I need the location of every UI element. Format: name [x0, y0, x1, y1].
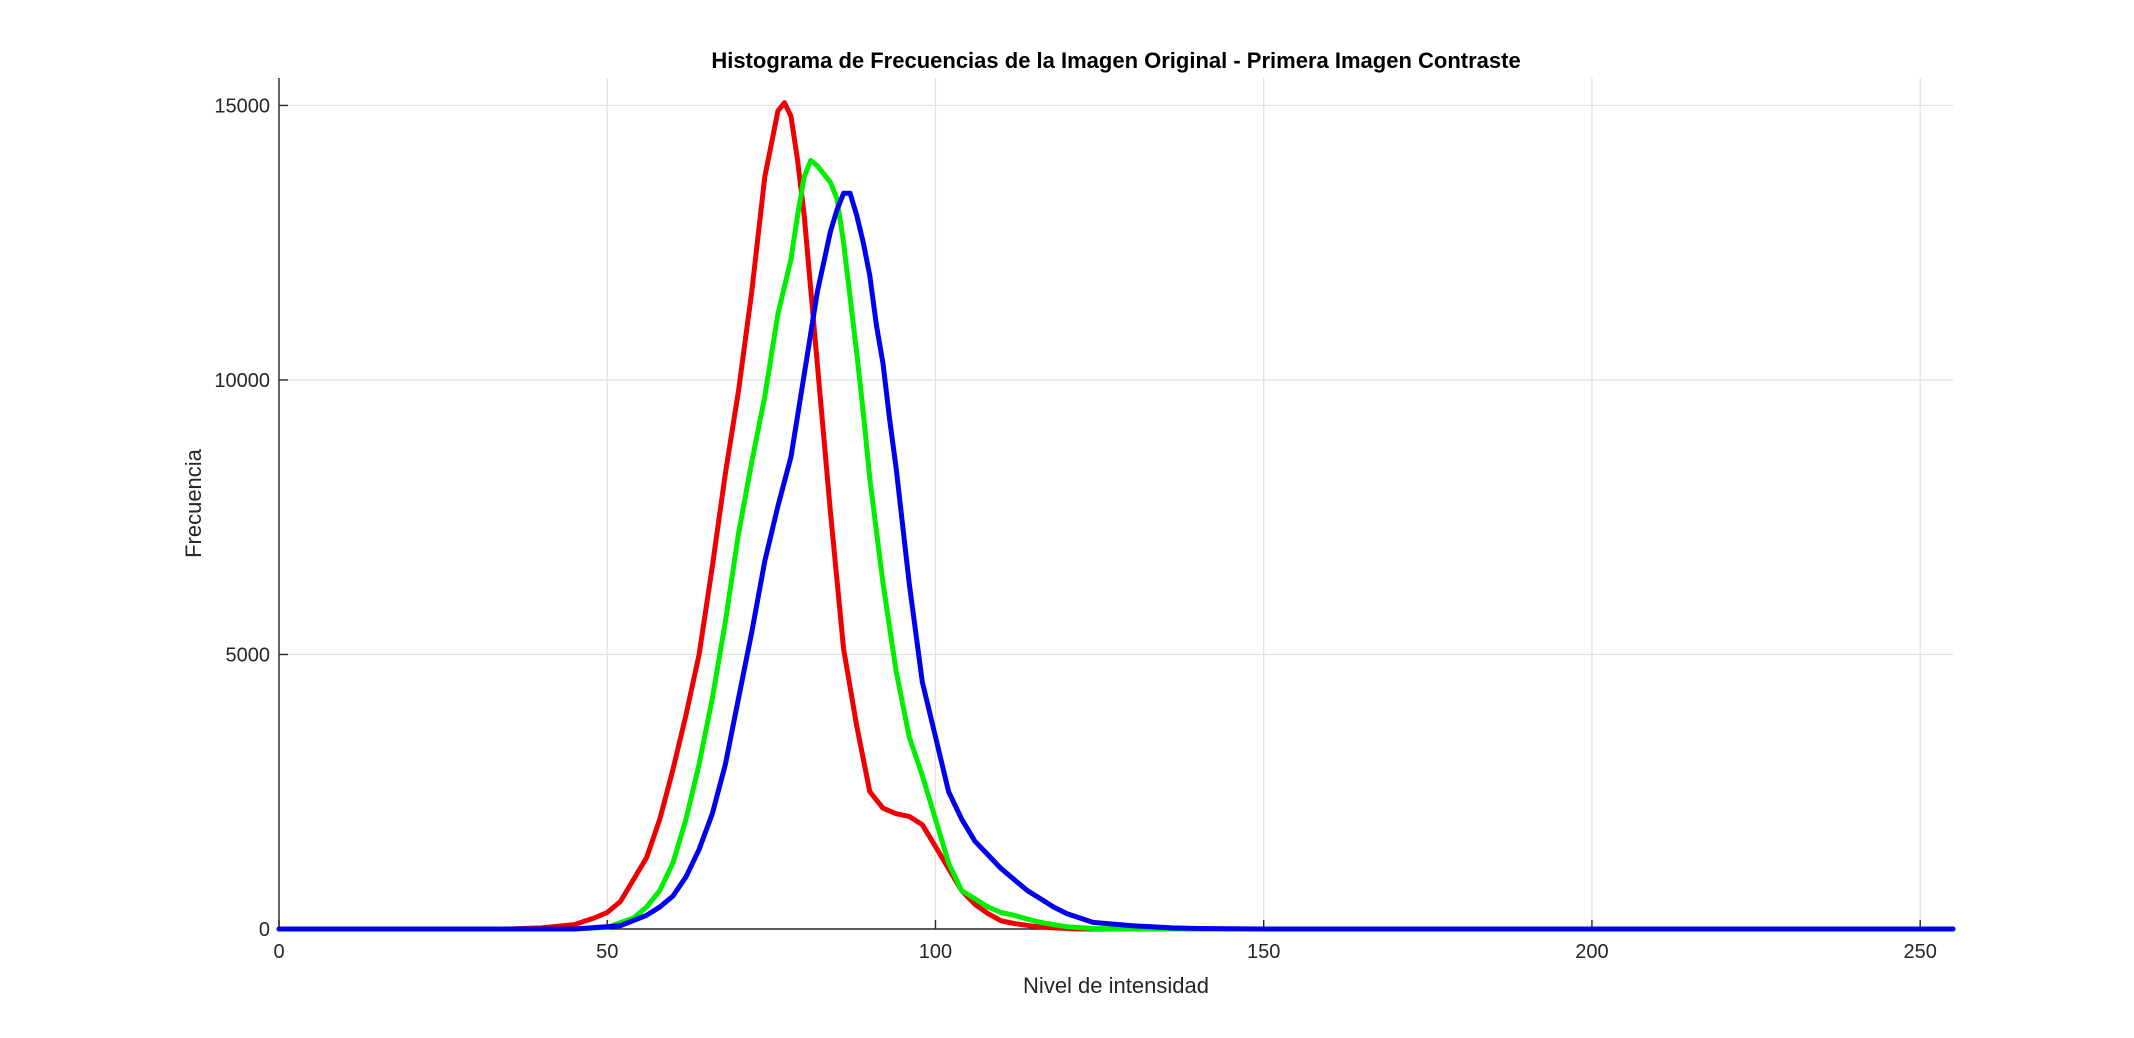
series-line-1 [276, 100, 1956, 932]
series-line-3 [276, 190, 1956, 932]
x-tick-label: 50 [596, 941, 618, 963]
y-tick-label: 15000 [214, 95, 270, 117]
grid [279, 78, 1953, 929]
x-tick-label: 250 [1903, 941, 1936, 963]
y-tick-labels: 0 5000 10000 15000 [214, 95, 288, 941]
x-tick-label: 150 [1247, 941, 1280, 963]
x-tick-labels: 0 50 100 150 200 250 [273, 920, 1937, 963]
x-axis-label: Nivel de intensidad [1023, 973, 1209, 998]
x-tick-label: 200 [1575, 941, 1608, 963]
y-tick-label: 0 [259, 919, 270, 941]
chart-title: Histograma de Frecuencias de la Imagen O… [711, 48, 1520, 73]
axes [278, 78, 1953, 930]
y-tick-label: 10000 [214, 370, 270, 392]
x-tick-label: 0 [273, 941, 284, 963]
series-line-2 [276, 157, 1956, 932]
y-tick-label: 5000 [226, 644, 271, 666]
y-axis-label: Frecuencia [181, 448, 206, 558]
x-tick-label: 100 [919, 941, 952, 963]
series-lines [276, 100, 1956, 932]
